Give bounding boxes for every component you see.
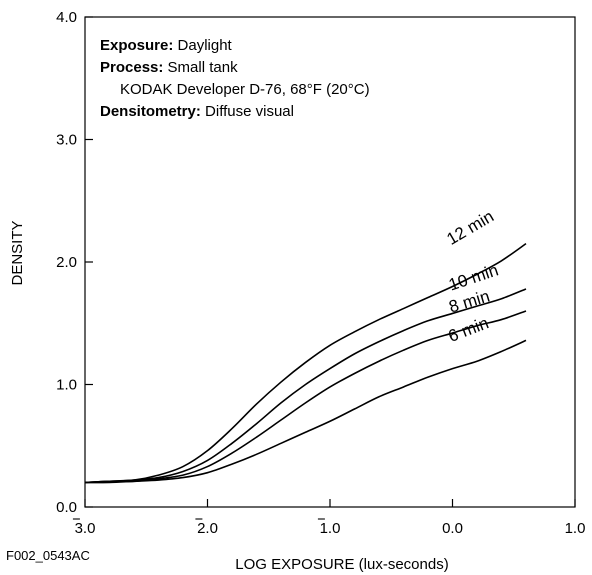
curve-label-12-min: 12 min: [443, 207, 497, 249]
y-tick-label-0: 0.0: [56, 499, 77, 516]
y-tick-label-2: 2.0: [56, 254, 77, 271]
curve-12-min: [84, 242, 527, 484]
note-exposure-label: Exposure:: [100, 37, 173, 54]
note-process-value: Small tank: [163, 59, 238, 76]
y-tick-label-4: 4.0: [56, 9, 77, 26]
x-tick-label-1: 2.0: [197, 520, 218, 537]
x-tick-label-0: 3.0: [75, 520, 96, 537]
curve-label-6-min: 6 min: [446, 313, 492, 346]
note-densitometry-value: Diffuse visual: [201, 103, 294, 120]
y-axis-title: DENSITY: [9, 220, 26, 285]
curves: [84, 242, 527, 484]
note-exposure-value: Daylight: [173, 37, 232, 54]
note-densitometry: Densitometry: Diffuse visual: [100, 103, 294, 120]
note-developer: KODAK Developer D-76, 68°F (20°C): [120, 81, 370, 98]
y-tick-label-1: 1.0: [56, 377, 77, 394]
x-tick-label-2: 1.0: [320, 520, 341, 537]
x-tick-label-3: 0.0: [442, 520, 463, 537]
note-process: Process: Small tank: [100, 59, 238, 76]
y-tick-label-3: 3.0: [56, 132, 77, 149]
x-tick-label-4: 1.0: [565, 520, 586, 537]
figure-id: F002_0543AC: [6, 548, 90, 563]
note-densitometry-label: Densitometry:: [100, 103, 201, 120]
note-exposure: Exposure: Daylight: [100, 37, 233, 54]
x-axis-title: LOG EXPOSURE (lux-seconds): [235, 556, 448, 573]
process-notes: Exposure: Daylight Process: Small tank K…: [100, 37, 370, 120]
curve-10-min: [84, 288, 527, 484]
curve-8-min: [84, 310, 527, 484]
note-developer-value: KODAK Developer D-76, 68°F (20°C): [120, 81, 370, 98]
axes: 3.0 2.0 1.0 0.0 1.0 0.0 1.0 2.0 3.0 4.0: [56, 9, 585, 537]
curve-6-min: [84, 339, 527, 484]
note-process-label: Process:: [100, 59, 163, 76]
